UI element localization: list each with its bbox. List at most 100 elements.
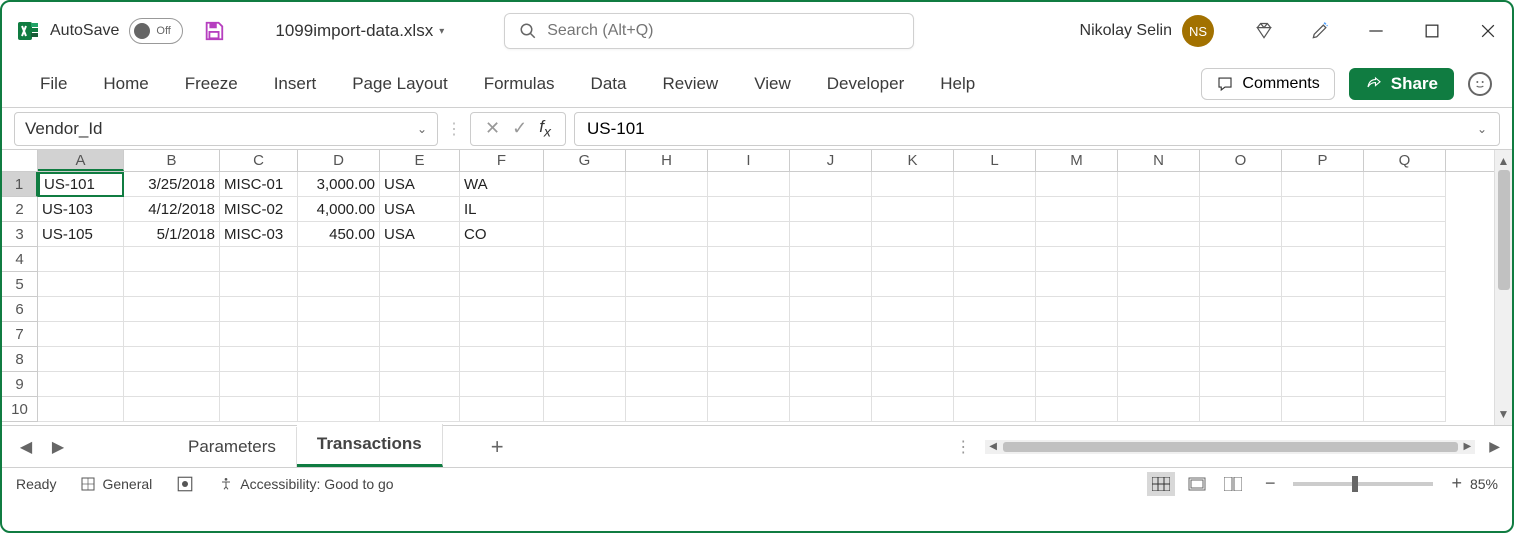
- cell-O7[interactable]: [1200, 322, 1282, 347]
- cell-J4[interactable]: [790, 247, 872, 272]
- hscroll-thumb[interactable]: [1003, 442, 1458, 452]
- cell-M6[interactable]: [1036, 297, 1118, 322]
- cell-C5[interactable]: [220, 272, 298, 297]
- cell-N1[interactable]: [1118, 172, 1200, 197]
- cell-O4[interactable]: [1200, 247, 1282, 272]
- cell-E8[interactable]: [380, 347, 460, 372]
- cell-Q5[interactable]: [1364, 272, 1446, 297]
- cancel-icon[interactable]: ✕: [479, 118, 506, 139]
- sheet-tab-transactions[interactable]: Transactions: [297, 424, 443, 467]
- cell-L8[interactable]: [954, 347, 1036, 372]
- fx-icon[interactable]: fx: [533, 117, 557, 140]
- cell-P9[interactable]: [1282, 372, 1364, 397]
- cell-I7[interactable]: [708, 322, 790, 347]
- normal-view-button[interactable]: [1147, 472, 1175, 496]
- cell-K6[interactable]: [872, 297, 954, 322]
- cell-L5[interactable]: [954, 272, 1036, 297]
- page-layout-view-button[interactable]: [1183, 472, 1211, 496]
- select-all-corner[interactable]: [2, 150, 38, 171]
- cell-D1[interactable]: 3,000.00: [298, 172, 380, 197]
- zoom-slider[interactable]: [1293, 482, 1433, 486]
- cell-D9[interactable]: [298, 372, 380, 397]
- row-header-10[interactable]: 10: [2, 397, 38, 422]
- cell-H8[interactable]: [626, 347, 708, 372]
- cell-J9[interactable]: [790, 372, 872, 397]
- cell-E6[interactable]: [380, 297, 460, 322]
- row-header-9[interactable]: 9: [2, 372, 38, 397]
- cell-F1[interactable]: WA: [460, 172, 544, 197]
- zoom-in-button[interactable]: +: [1451, 473, 1462, 494]
- cell-K8[interactable]: [872, 347, 954, 372]
- col-header-C[interactable]: C: [220, 150, 298, 171]
- col-header-O[interactable]: O: [1200, 150, 1282, 171]
- cell-A2[interactable]: US-103: [38, 197, 124, 222]
- horizontal-scrollbar[interactable]: ◀ ▶: [985, 440, 1475, 454]
- row-header-1[interactable]: 1: [2, 172, 38, 197]
- sheet-tab-parameters[interactable]: Parameters: [168, 427, 297, 467]
- cell-F9[interactable]: [460, 372, 544, 397]
- cell-C4[interactable]: [220, 247, 298, 272]
- cell-A3[interactable]: US-105: [38, 222, 124, 247]
- cell-B10[interactable]: [124, 397, 220, 422]
- cell-E1[interactable]: USA: [380, 172, 460, 197]
- cell-F3[interactable]: CO: [460, 222, 544, 247]
- cell-E7[interactable]: [380, 322, 460, 347]
- cell-C6[interactable]: [220, 297, 298, 322]
- cell-P4[interactable]: [1282, 247, 1364, 272]
- cell-I9[interactable]: [708, 372, 790, 397]
- cell-L2[interactable]: [954, 197, 1036, 222]
- cell-C7[interactable]: [220, 322, 298, 347]
- cell-D7[interactable]: [298, 322, 380, 347]
- cell-H6[interactable]: [626, 297, 708, 322]
- cell-O9[interactable]: [1200, 372, 1282, 397]
- zoom-slider-thumb[interactable]: [1352, 476, 1358, 492]
- cell-H10[interactable]: [626, 397, 708, 422]
- cell-K1[interactable]: [872, 172, 954, 197]
- scroll-up-icon[interactable]: ▲: [1498, 154, 1510, 168]
- col-header-L[interactable]: L: [954, 150, 1036, 171]
- cell-C3[interactable]: MISC-03: [220, 222, 298, 247]
- col-header-M[interactable]: M: [1036, 150, 1118, 171]
- col-header-D[interactable]: D: [298, 150, 380, 171]
- scroll-right-more-icon[interactable]: ▶: [1489, 438, 1500, 455]
- zoom-out-button[interactable]: −: [1265, 473, 1276, 494]
- tab-home[interactable]: Home: [85, 74, 166, 94]
- row-header-2[interactable]: 2: [2, 197, 38, 222]
- name-box[interactable]: Vendor_Id ⌄: [14, 112, 438, 146]
- cell-J1[interactable]: [790, 172, 872, 197]
- cell-B5[interactable]: [124, 272, 220, 297]
- cell-E5[interactable]: [380, 272, 460, 297]
- row-header-4[interactable]: 4: [2, 247, 38, 272]
- share-button[interactable]: Share: [1349, 68, 1454, 100]
- cell-G7[interactable]: [544, 322, 626, 347]
- cell-H9[interactable]: [626, 372, 708, 397]
- tab-review[interactable]: Review: [644, 74, 736, 94]
- scroll-left-icon[interactable]: ◀: [985, 441, 1001, 452]
- row-header-6[interactable]: 6: [2, 297, 38, 322]
- cell-B8[interactable]: [124, 347, 220, 372]
- cell-E3[interactable]: USA: [380, 222, 460, 247]
- pen-icon[interactable]: [1310, 21, 1330, 41]
- col-header-Q[interactable]: Q: [1364, 150, 1446, 171]
- cell-I4[interactable]: [708, 247, 790, 272]
- cell-K10[interactable]: [872, 397, 954, 422]
- cell-K3[interactable]: [872, 222, 954, 247]
- diamond-icon[interactable]: [1254, 21, 1274, 41]
- tab-formulas[interactable]: Formulas: [466, 74, 573, 94]
- cell-A4[interactable]: [38, 247, 124, 272]
- cell-J10[interactable]: [790, 397, 872, 422]
- cell-N5[interactable]: [1118, 272, 1200, 297]
- tab-insert[interactable]: Insert: [256, 74, 335, 94]
- cell-P7[interactable]: [1282, 322, 1364, 347]
- search-input[interactable]: [547, 22, 899, 40]
- add-sheet-button[interactable]: +: [491, 434, 504, 460]
- cell-N10[interactable]: [1118, 397, 1200, 422]
- row-header-3[interactable]: 3: [2, 222, 38, 247]
- tab-view[interactable]: View: [736, 74, 809, 94]
- cell-P6[interactable]: [1282, 297, 1364, 322]
- scroll-right-icon[interactable]: ▶: [1460, 441, 1476, 452]
- cell-M2[interactable]: [1036, 197, 1118, 222]
- cell-K7[interactable]: [872, 322, 954, 347]
- zoom-value[interactable]: 85%: [1470, 476, 1498, 492]
- row-header-5[interactable]: 5: [2, 272, 38, 297]
